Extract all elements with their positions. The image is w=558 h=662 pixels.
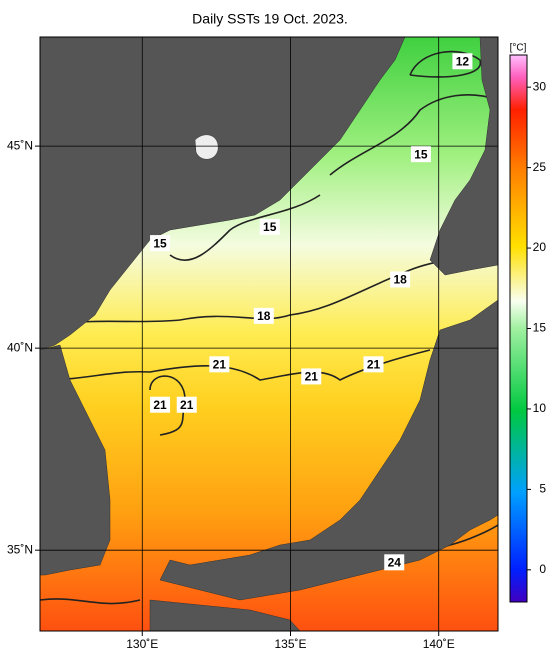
- contour-label: 15: [263, 220, 277, 234]
- y-tick-label: 35˚N: [7, 542, 33, 556]
- map-frame: [39, 36, 499, 632]
- contour-label-box: [410, 146, 431, 163]
- contour-label-box: [301, 368, 322, 385]
- contour-line: [409, 50, 482, 78]
- contour-label: 18: [257, 309, 271, 323]
- contour-label-box: [390, 271, 411, 288]
- x-tick-label: 140˚E: [423, 637, 455, 651]
- lake: [194, 134, 219, 160]
- contour-label-box: [363, 356, 384, 373]
- contour-label-box: [176, 396, 197, 413]
- contour-label: 21: [213, 357, 227, 371]
- contour-line: [329, 94, 498, 176]
- y-tick-label: 40˚N: [7, 340, 33, 354]
- contour-label: 12: [456, 54, 470, 68]
- contour-label: 21: [305, 370, 319, 384]
- grid: [40, 37, 498, 631]
- colorbar-tick-label: 10: [533, 401, 547, 415]
- contour-label-box: [150, 235, 171, 252]
- y-tick-label: 45˚N: [7, 138, 33, 152]
- hokkaido: [429, 37, 498, 276]
- contour-label: 21: [367, 357, 381, 371]
- contour-label-box: [150, 396, 171, 413]
- land: [40, 37, 498, 631]
- contour-label: 21: [153, 398, 167, 412]
- contour-line: [40, 349, 431, 381]
- contour-label-box: [452, 53, 473, 70]
- contour-label-box: [209, 356, 230, 373]
- contour-line: [169, 194, 321, 261]
- colorbar-tick-label: 15: [533, 321, 547, 335]
- contour-line: [40, 254, 471, 331]
- contour-label: 15: [153, 236, 167, 250]
- korea: [40, 344, 111, 576]
- contour-label-box: [384, 554, 405, 571]
- x-tick-label: 130˚E: [126, 637, 158, 651]
- chart-title: Daily SSTs 19 Oct. 2023.: [192, 11, 348, 27]
- x-tick-label: 135˚E: [274, 637, 306, 651]
- axes: 130˚E 135˚E 140˚E 35˚N 40˚N 45˚N 0 5 10 15 20 25 30: [7, 79, 546, 651]
- contour-labels: 12 15 15 15 18 18 21 21 21 21 21 24: [150, 53, 473, 571]
- colorbar-tick-label: 20: [533, 240, 547, 254]
- kyushu-shikoku: [149, 599, 301, 631]
- colorbar-tick-label: 5: [539, 482, 546, 496]
- contour-label: 15: [414, 147, 428, 161]
- map-area: 12 15 15 15 18 18 21 21 21 21 21 24: [40, 37, 498, 631]
- colorbar-tick-label: 25: [533, 160, 547, 174]
- colorbar-tick-label: 30: [533, 79, 547, 93]
- colorbar: [509, 54, 528, 603]
- colorbar-label: [°C]: [510, 43, 527, 54]
- contour-line: [40, 598, 141, 605]
- contour-label: 24: [388, 555, 402, 569]
- contour-label: 21: [180, 398, 194, 412]
- contour-label: 18: [393, 273, 407, 287]
- mainland: [40, 37, 406, 351]
- colorbar-tick-label: 0: [539, 562, 546, 576]
- contour-label-box: [259, 218, 280, 235]
- contour-label-box: [253, 307, 274, 324]
